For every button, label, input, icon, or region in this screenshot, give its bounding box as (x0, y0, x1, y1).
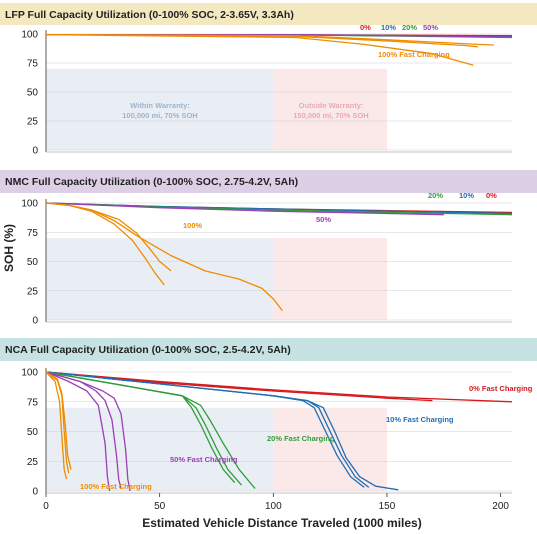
figure-xlabel: Estimated Vehicle Distance Traveled (100… (142, 516, 421, 530)
y-tick-label: 25 (27, 286, 39, 297)
region-label-line: Outside Warranty: (299, 101, 364, 110)
panel-header-bg (0, 170, 537, 193)
series-label: 10% (381, 23, 396, 32)
series-line (45, 371, 122, 489)
series-label: 10% (459, 191, 474, 200)
y-tick-label: 75 (27, 228, 39, 239)
y-tick-label: 25 (27, 117, 39, 128)
x-tick-label: 50 (154, 501, 166, 512)
y-tick-label: 100 (21, 30, 38, 41)
series-line (45, 371, 236, 484)
panel-1: NMC Full Capacity Utilization (0-100% SO… (0, 170, 537, 327)
series-label: 0% Fast Charging (469, 384, 533, 393)
warranty-region (46, 68, 274, 150)
series-line (45, 371, 72, 470)
y-tick-label: 0 (32, 316, 38, 327)
y-tick-label: 50 (27, 88, 39, 99)
series-line (45, 33, 494, 46)
panel-title: NMC Full Capacity Utilization (0-100% SO… (5, 176, 298, 188)
outside-warranty-label: Outside Warranty: 150,000 mi, 70% SOH (293, 101, 368, 120)
region-label-line: 150,000 mi, 70% SOH (293, 111, 368, 120)
y-tick-label: 100 (21, 368, 38, 379)
series-label: 20% Fast Charging (267, 434, 335, 443)
region-label-line: 100,000 mi, 70% SOH (122, 111, 197, 120)
series-line (45, 371, 365, 488)
y-tick-label: 75 (27, 397, 39, 408)
y-tick-label: 25 (27, 457, 39, 468)
warranty-region (46, 407, 274, 491)
series-label: 50% Fast Charging (170, 455, 238, 464)
series-label: 0% (360, 23, 371, 32)
outside-warranty-region (273, 68, 387, 150)
panel-2: NCA Full Capacity Utilization (0-100% SO… (0, 338, 537, 498)
series-label: 50% (423, 23, 438, 32)
series-label: 20% (428, 191, 443, 200)
region-label-line: Within Warranty: (130, 101, 190, 110)
y-tick-label: 100 (21, 199, 38, 210)
series-label: 50% (316, 215, 331, 224)
panel-header-bg (0, 338, 537, 361)
series-label: 0% (486, 191, 497, 200)
outside-warranty-region (273, 238, 387, 320)
y-tick-label: 0 (32, 487, 38, 498)
series-line (45, 371, 513, 403)
y-tick-label: 50 (27, 257, 39, 268)
series-label: 20% (402, 23, 417, 32)
panel-header-bg (0, 3, 537, 25)
warranty-label: Within Warranty: 100,000 mi, 70% SOH (122, 101, 197, 120)
x-tick-label: 0 (43, 501, 49, 512)
series-line (45, 202, 283, 311)
x-tick-label: 100 (265, 501, 282, 512)
series-label: 10% Fast Charging (386, 415, 454, 424)
series-line (45, 371, 68, 480)
series-label: 100% (183, 221, 203, 230)
x-tick-label: 200 (492, 501, 509, 512)
series-line (45, 33, 474, 66)
figure-ylabel: SOH (%) (2, 224, 16, 272)
outside-warranty-region (273, 407, 387, 491)
series-line (45, 371, 70, 474)
series-line (45, 371, 111, 492)
y-tick-label: 50 (27, 427, 39, 438)
panel-title: LFP Full Capacity Utilization (0-100% SO… (5, 9, 294, 21)
series-line (45, 202, 444, 216)
series-label: 100% Fast Charging (80, 482, 152, 491)
panel-0: LFP Full Capacity Utilization (0-100% SO… (0, 3, 537, 157)
panel-title: NCA Full Capacity Utilization (0-100% SO… (5, 344, 291, 356)
y-tick-label: 0 (32, 146, 38, 157)
series-label: 100% Fast Charging (378, 50, 450, 59)
x-tick-label: 150 (379, 501, 396, 512)
series-line (45, 371, 433, 402)
y-tick-label: 75 (27, 59, 39, 70)
